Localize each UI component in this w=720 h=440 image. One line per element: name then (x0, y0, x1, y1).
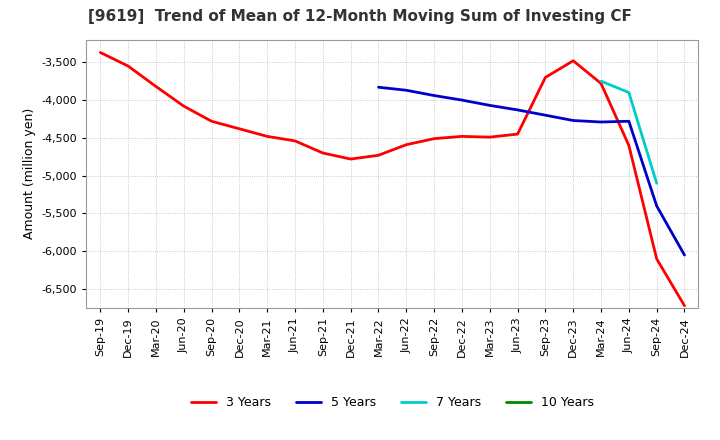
3 Years (624, 143, 633, 148)
3 Years (263, 134, 271, 139)
3 Years (458, 134, 467, 139)
3 Years (291, 138, 300, 143)
3 Years (402, 142, 410, 147)
Legend: 3 Years, 5 Years, 7 Years, 10 Years: 3 Years, 5 Years, 7 Years, 10 Years (186, 392, 599, 414)
7 Years (624, 90, 633, 95)
3 Years (346, 156, 355, 161)
3 Years (652, 256, 661, 261)
Line: 3 Years: 3 Years (100, 52, 685, 306)
5 Years (624, 119, 633, 124)
5 Years (569, 118, 577, 123)
3 Years (680, 303, 689, 308)
5 Years (402, 88, 410, 93)
3 Years (152, 84, 161, 89)
5 Years (541, 113, 550, 118)
3 Years (485, 135, 494, 140)
5 Years (652, 203, 661, 209)
3 Years (235, 126, 243, 132)
3 Years (597, 81, 606, 86)
5 Years (430, 93, 438, 98)
5 Years (485, 103, 494, 108)
3 Years (569, 58, 577, 63)
3 Years (96, 50, 104, 55)
3 Years (513, 132, 522, 137)
3 Years (318, 150, 327, 156)
3 Years (430, 136, 438, 141)
7 Years (652, 180, 661, 186)
5 Years (513, 107, 522, 113)
Line: 5 Years: 5 Years (379, 87, 685, 255)
5 Years (374, 84, 383, 90)
Line: 7 Years: 7 Years (601, 81, 657, 183)
7 Years (597, 79, 606, 84)
3 Years (374, 153, 383, 158)
Y-axis label: Amount (million yen): Amount (million yen) (23, 108, 36, 239)
3 Years (207, 119, 216, 124)
5 Years (597, 119, 606, 125)
3 Years (124, 63, 132, 69)
5 Years (458, 97, 467, 103)
3 Years (541, 75, 550, 80)
Text: [9619]  Trend of Mean of 12-Month Moving Sum of Investing CF: [9619] Trend of Mean of 12-Month Moving … (88, 9, 632, 24)
3 Years (179, 103, 188, 109)
5 Years (680, 253, 689, 258)
